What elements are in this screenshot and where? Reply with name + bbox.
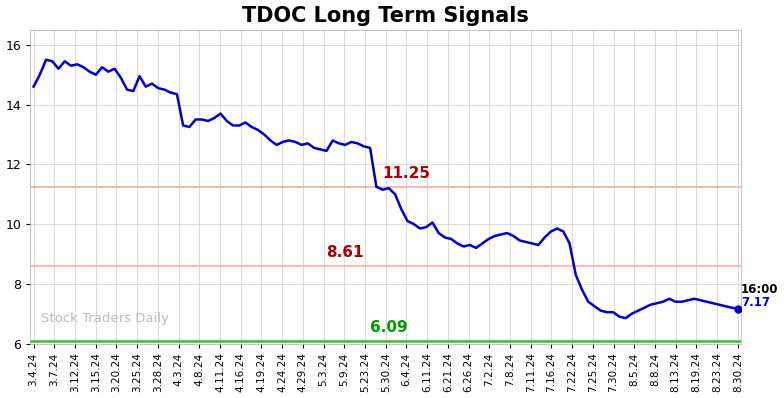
Text: 11.25: 11.25 [383,166,430,181]
Text: 8.61: 8.61 [326,245,364,259]
Title: TDOC Long Term Signals: TDOC Long Term Signals [242,6,529,25]
Text: 6.09: 6.09 [370,320,408,336]
Text: 16:00: 16:00 [741,283,779,296]
Text: Stock Traders Daily: Stock Traders Daily [41,312,169,325]
Text: 7.17: 7.17 [741,296,770,308]
